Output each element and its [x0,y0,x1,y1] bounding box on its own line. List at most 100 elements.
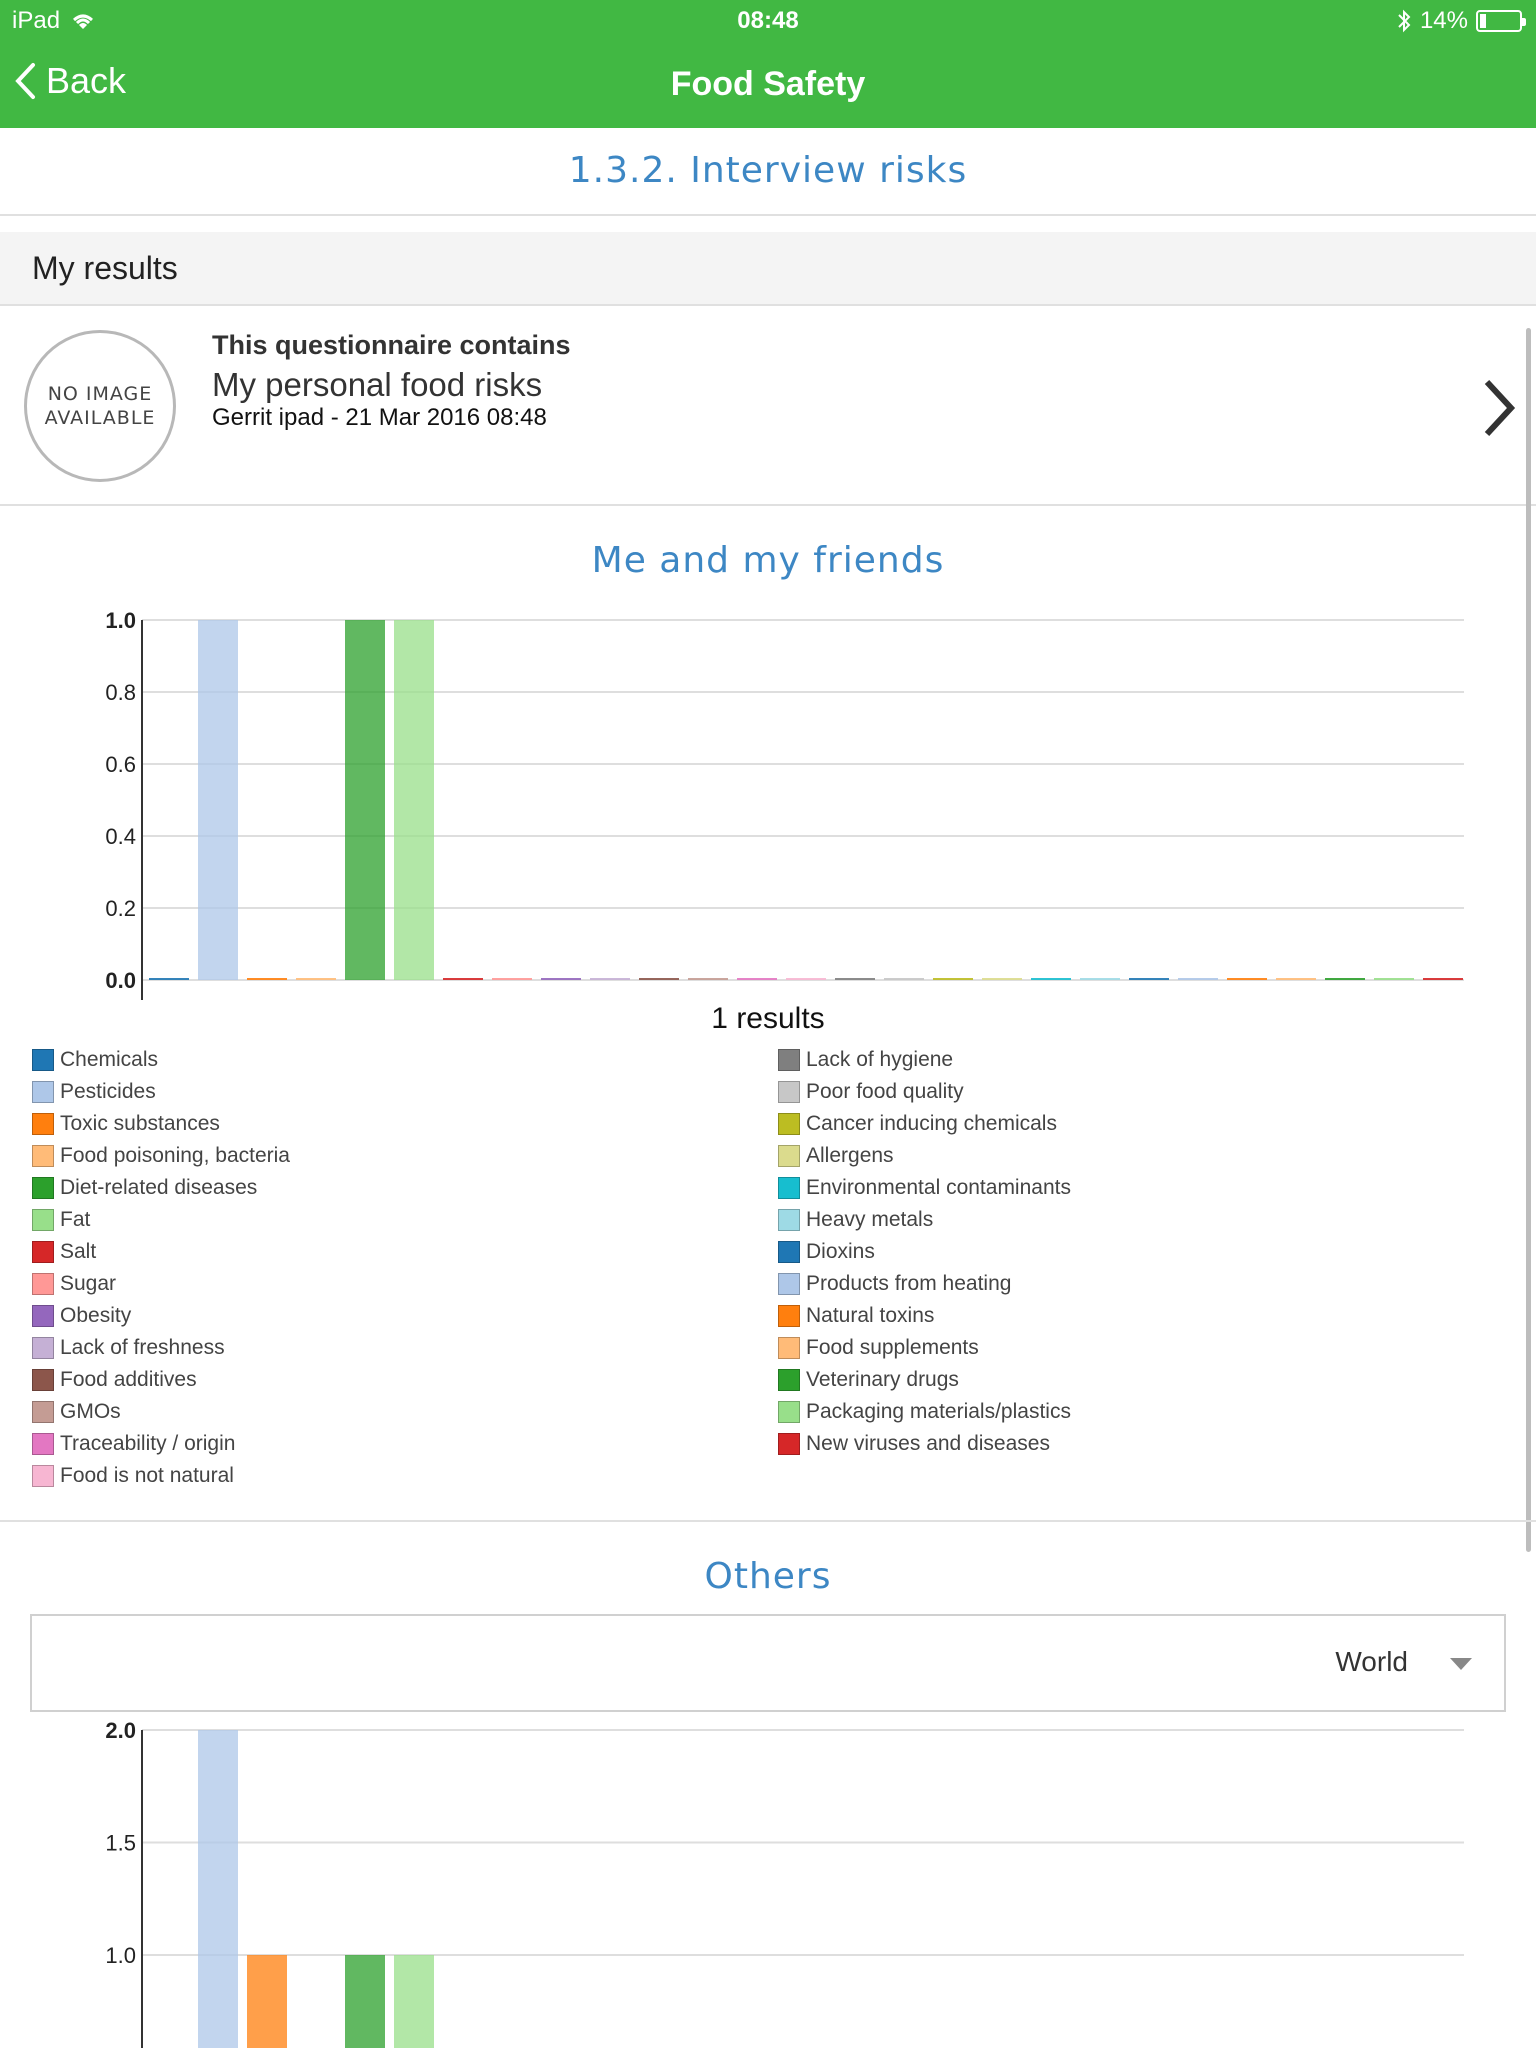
legend-label: Obesity [60,1304,132,1327]
no-image-line1: NO IMAGE [47,383,153,405]
legend-item: Natural toxins [778,1300,1071,1332]
legend-label: Heavy metals [806,1208,934,1231]
legend-item: Fat [32,1204,290,1236]
chart1-bar-13 [786,978,826,980]
legend-swatch [778,1049,800,1071]
legend-swatch [778,1305,800,1327]
legend-swatch [32,1337,54,1359]
device-label: iPad [12,7,61,34]
divider [0,214,1536,216]
results-header-label: My results [32,250,178,286]
no-image-placeholder: NO IMAGE AVAILABLE [24,330,176,482]
legend-item: Food supplements [778,1332,1071,1364]
region-dropdown-value: World [1335,1646,1408,1677]
chart1-bar-6 [443,978,483,980]
legend-label: Traceability / origin [60,1432,236,1455]
scrollbar[interactable] [1526,328,1531,1552]
chart2-bar-5 [394,1955,434,2048]
legend-swatch [32,1209,54,1231]
chevron-left-icon [15,63,35,99]
chart1-ytick-label: 0.6 [105,752,136,777]
legend-item: Food poisoning, bacteria [32,1140,290,1172]
legend-left: Chemicals Pesticides Toxic substances Food … [32,1044,290,1492]
chart1-bar-5 [394,620,434,980]
legend-label: Cancer inducing chemicals [806,1112,1057,1135]
no-image-line2: AVAILABLE [44,407,156,429]
chart1-bar-8 [541,978,581,980]
legend-label: Packaging materials/plastics [806,1400,1071,1423]
legend-item: Veterinary drugs [778,1364,1071,1396]
legend-label: Environmental contaminants [806,1176,1071,1199]
region-dropdown[interactable]: World [30,1614,1506,1712]
legend-label: Poor food quality [806,1080,964,1103]
back-button[interactable]: Back [14,60,126,102]
chart1-bar-22 [1227,978,1267,980]
legend-item: Chemicals [32,1044,290,1076]
legend-label: Lack of freshness [60,1336,225,1359]
legend-label: Veterinary drugs [806,1368,959,1391]
legend-swatch [778,1337,800,1359]
legend-swatch [778,1113,800,1135]
chart1-bar-9 [590,978,630,980]
legend-label: Dioxins [806,1240,875,1263]
battery-icon [1476,10,1526,32]
chart1-title: Me and my friends [591,540,945,581]
back-label: Back [46,60,127,101]
legend-swatch [32,1241,54,1263]
legend-item: Diet-related diseases [32,1172,290,1204]
legend-item: Sugar [32,1268,290,1300]
legend-item: Salt [32,1236,290,1268]
legend-swatch [32,1081,54,1103]
bluetooth-icon [1398,9,1411,33]
legend-swatch [778,1369,800,1391]
chart1-bar-25 [1374,978,1414,980]
chart1-bar-10 [639,978,679,980]
legend-label: Lack of hygiene [806,1048,954,1071]
chevron-down-icon [1450,1658,1472,1670]
legend-item: Packaging materials/plastics [778,1396,1071,1428]
results-header: My results [0,232,1536,306]
questionnaire-name: My personal food risks [212,366,543,403]
legend-label: New viruses and diseases [806,1432,1050,1455]
legend-item: Obesity [32,1300,290,1332]
chart1-bar-24 [1325,978,1365,980]
legend-label: Salt [60,1240,97,1263]
chart1-bar-2 [247,978,287,980]
chart1-bar-3 [296,978,336,980]
clock: 08:48 [737,7,799,34]
legend-item: GMOs [32,1396,290,1428]
divider [0,1520,1536,1522]
legend-swatch [778,1273,800,1295]
legend-item: Food additives [32,1364,290,1396]
chart1-bar-17 [982,978,1022,980]
legend-swatch [778,1081,800,1103]
chart1-bar-12 [737,978,777,980]
legend-swatch [32,1049,54,1071]
chart1-ytick-label: 0.0 [105,968,136,993]
legend-swatch [32,1369,54,1391]
legend-item: Heavy metals [778,1204,1071,1236]
legend-item: Lack of freshness [32,1332,290,1364]
chart1-bar-14 [835,978,875,980]
legend-label: Food supplements [806,1336,979,1359]
legend-label: Food additives [60,1368,197,1391]
legend-label: GMOs [60,1400,121,1423]
legend-item: Food is not natural [32,1460,290,1492]
status-bar: iPad 08:48 14% [0,0,1536,42]
chart1-bar-15 [884,978,924,980]
questionnaire-row[interactable]: NO IMAGE AVAILABLE This questionnaire co… [0,306,1525,506]
divider [0,504,1536,506]
nav-bar: Back Food Safety [0,42,1536,128]
chart1-bar-23 [1276,978,1316,980]
legend-item: Allergens [778,1140,1071,1172]
legend-label: Food poisoning, bacteria [60,1144,290,1167]
chart1-bar-4 [345,620,385,980]
legend-item: Dioxins [778,1236,1071,1268]
legend-item: Toxic substances [32,1108,290,1140]
chart1-ytick-label: 1.0 [105,608,136,633]
questionnaire-heading: This questionnaire contains [212,330,571,360]
chart1-bar-21 [1178,978,1218,980]
chevron-right-icon [1484,379,1516,437]
chart2-bar-2 [247,1955,287,2048]
questionnaire-meta: Gerrit ipad - 21 Mar 2016 08:48 [212,404,547,431]
